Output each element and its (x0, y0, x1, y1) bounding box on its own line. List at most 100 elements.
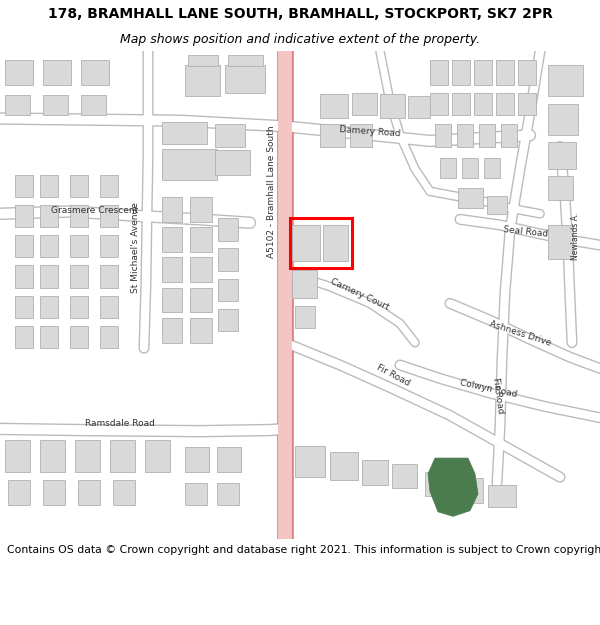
Text: Grasmere Crescent: Grasmere Crescent (52, 206, 139, 215)
Bar (435, 124, 451, 146)
Bar (496, 92, 514, 115)
Bar (70, 205, 88, 228)
Bar (320, 124, 345, 146)
Bar (479, 124, 495, 146)
Bar (100, 326, 118, 348)
Bar (75, 440, 100, 471)
Bar (100, 265, 118, 288)
Bar (100, 174, 118, 197)
Bar (190, 197, 212, 222)
Bar (501, 124, 517, 146)
Bar (452, 92, 470, 115)
Bar (518, 60, 536, 85)
Text: Seal Road: Seal Road (503, 225, 549, 239)
Bar (217, 482, 239, 505)
Text: Fir Road: Fir Road (491, 377, 505, 414)
Bar (40, 265, 58, 288)
Bar (70, 174, 88, 197)
Bar (8, 481, 30, 505)
Bar (548, 65, 583, 96)
Bar (488, 485, 516, 508)
Text: Contains OS data © Crown copyright and database right 2021. This information is : Contains OS data © Crown copyright and d… (7, 545, 600, 555)
Bar (43, 481, 65, 505)
Bar (487, 196, 507, 214)
Text: Map shows position and indicative extent of the property.: Map shows position and indicative extent… (120, 34, 480, 46)
Bar (110, 440, 135, 471)
Bar (162, 122, 207, 144)
Bar (15, 265, 33, 288)
Bar (295, 306, 315, 328)
Bar (215, 150, 250, 174)
Bar (185, 65, 220, 96)
Bar (100, 296, 118, 318)
Text: Newlands A.: Newlands A. (571, 213, 581, 260)
Bar (440, 158, 456, 178)
Bar (70, 265, 88, 288)
Bar (100, 205, 118, 228)
Bar (78, 481, 100, 505)
Bar (5, 60, 33, 85)
Bar (474, 92, 492, 115)
Bar (484, 158, 500, 178)
Bar (40, 440, 65, 471)
Bar (162, 318, 182, 342)
Bar (70, 326, 88, 348)
Bar (43, 60, 71, 85)
Bar (548, 142, 576, 169)
Bar (548, 176, 573, 200)
Bar (458, 188, 483, 208)
Bar (457, 124, 473, 146)
Bar (15, 235, 33, 258)
Bar (185, 447, 209, 471)
Bar (295, 446, 325, 477)
Bar (162, 197, 182, 222)
Text: Carnery Court: Carnery Court (329, 277, 391, 312)
Bar (43, 95, 68, 115)
Text: Fir Road: Fir Road (375, 362, 411, 388)
Bar (292, 270, 317, 298)
Bar (70, 235, 88, 258)
Bar (228, 54, 263, 66)
Bar (452, 60, 470, 85)
Bar (350, 124, 372, 146)
Bar (408, 96, 430, 119)
Bar (81, 95, 106, 115)
Bar (330, 452, 358, 481)
Text: Colwyn Road: Colwyn Road (458, 378, 517, 399)
Bar (455, 478, 483, 503)
Bar (162, 288, 182, 312)
Bar (548, 104, 578, 135)
Bar (40, 326, 58, 348)
Bar (70, 296, 88, 318)
Bar (190, 228, 212, 252)
Bar (474, 60, 492, 85)
Bar (15, 205, 33, 228)
Bar (218, 279, 238, 301)
Bar (215, 124, 245, 146)
Text: Ramsdale Road: Ramsdale Road (85, 419, 155, 428)
Bar (100, 235, 118, 258)
Text: St Michael's Avenue: St Michael's Avenue (131, 202, 139, 292)
Bar (5, 440, 30, 471)
Bar (5, 95, 30, 115)
Bar (290, 218, 352, 268)
Bar (430, 60, 448, 85)
Bar (15, 174, 33, 197)
Bar (190, 318, 212, 342)
Bar (15, 296, 33, 318)
Bar (362, 460, 388, 485)
Bar (40, 235, 58, 258)
Polygon shape (428, 458, 478, 516)
Bar (392, 464, 417, 488)
Bar (218, 309, 238, 331)
Bar (188, 54, 218, 66)
Bar (225, 65, 265, 92)
Bar (430, 92, 448, 115)
Bar (425, 471, 450, 496)
Bar (320, 94, 348, 119)
Bar (113, 481, 135, 505)
Bar (185, 482, 207, 505)
Bar (40, 205, 58, 228)
Bar (292, 225, 320, 261)
Bar (496, 60, 514, 85)
